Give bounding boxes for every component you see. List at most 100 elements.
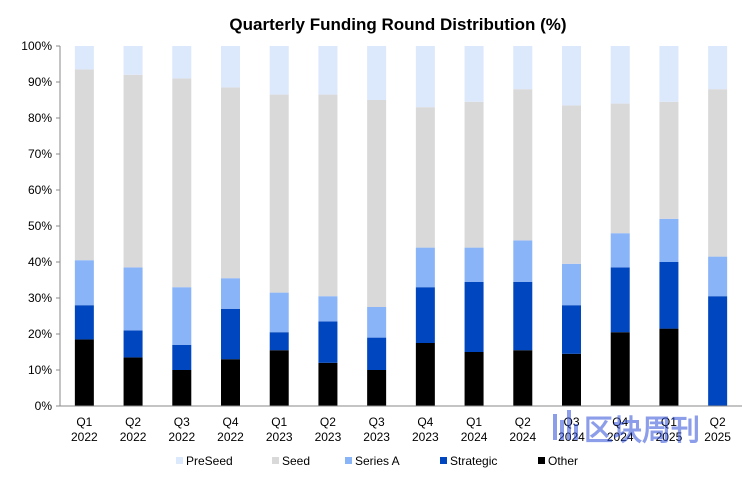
bar-segment-seed bbox=[415, 107, 435, 248]
bar-segment-other bbox=[415, 343, 435, 406]
legend-item-series-a: Series A bbox=[345, 454, 400, 468]
bar-segment-seed bbox=[172, 78, 192, 288]
bar-segment-preseed bbox=[123, 46, 143, 75]
bar-segment-strategic bbox=[221, 308, 240, 360]
y-tick-label: 0% bbox=[35, 399, 53, 413]
y-tick-label: 30% bbox=[28, 291, 52, 305]
bar-segment-series-a bbox=[610, 233, 630, 268]
bar-segment-strategic bbox=[610, 267, 630, 333]
legend-label: Other bbox=[548, 454, 578, 468]
bar-segment-other bbox=[562, 353, 581, 406]
x-tick-label-year: 2024 bbox=[461, 430, 488, 444]
bar-segment-strategic bbox=[74, 305, 94, 340]
y-tick-label: 40% bbox=[28, 255, 52, 269]
bar-stack bbox=[367, 46, 387, 406]
bar-segment-preseed bbox=[610, 46, 630, 104]
x-tick-label-year: 2024 bbox=[607, 430, 634, 444]
bar-segment-strategic bbox=[708, 296, 728, 406]
bar-segment-other bbox=[269, 350, 289, 406]
bar-stack bbox=[415, 46, 435, 406]
bar-segment-other bbox=[74, 339, 94, 406]
bar-segment-seed bbox=[562, 105, 581, 264]
bar-stack bbox=[562, 46, 581, 406]
legend-label: Series A bbox=[355, 454, 400, 468]
bar-segment-series-a bbox=[464, 247, 484, 282]
x-tick-label-year: 2025 bbox=[704, 430, 731, 444]
legend-item-seed: Seed bbox=[272, 454, 310, 468]
x-tick-label-quarter: Q1 bbox=[271, 415, 287, 429]
x-tick-label-year: 2022 bbox=[217, 430, 244, 444]
bar-segment-seed bbox=[464, 101, 484, 248]
legend: PreSeed Seed Series A Strategic Other bbox=[176, 454, 578, 468]
bar-segment-preseed bbox=[659, 46, 679, 102]
bar-stack bbox=[269, 46, 289, 406]
x-tick-label-year: 2023 bbox=[315, 430, 342, 444]
bar-segment-other bbox=[610, 332, 630, 406]
x-tick-label-year: 2023 bbox=[266, 430, 293, 444]
bar-segment-strategic bbox=[123, 330, 143, 358]
legend-label: Strategic bbox=[450, 454, 497, 468]
y-tick-label: 70% bbox=[28, 147, 52, 161]
bar-segment-seed bbox=[708, 89, 728, 257]
bar-segment-strategic bbox=[659, 262, 679, 329]
bar-segment-strategic bbox=[415, 287, 435, 343]
bar-segment-other bbox=[172, 370, 192, 406]
bar-segment-other bbox=[513, 350, 533, 406]
x-tick-label-quarter: Q4 bbox=[612, 415, 628, 429]
bar-segment-seed bbox=[74, 69, 94, 261]
x-tick-label-year: 2022 bbox=[120, 430, 147, 444]
bar-segment-other bbox=[123, 357, 143, 406]
y-axis: 0% 10% 20% 30% 40% 50% 60% 70% 80% 90% 100% bbox=[21, 39, 61, 413]
bar-stack bbox=[74, 46, 94, 406]
x-tick-label-year: 2024 bbox=[509, 430, 536, 444]
bar-segment-seed bbox=[269, 94, 289, 293]
bar-segment-seed bbox=[221, 87, 240, 279]
bar-segment-preseed bbox=[221, 46, 240, 88]
bar-stack bbox=[464, 46, 484, 406]
bar-segment-strategic bbox=[172, 344, 192, 370]
x-tick-label-year: 2024 bbox=[558, 430, 585, 444]
x-tick-label-quarter: Q2 bbox=[515, 415, 531, 429]
legend-label: Seed bbox=[282, 454, 310, 468]
legend-item-other: Other bbox=[538, 454, 578, 468]
bar-segment-series-a bbox=[415, 247, 435, 288]
legend-swatch bbox=[272, 457, 279, 464]
bar-segment-series-a bbox=[318, 296, 338, 322]
legend-swatch bbox=[440, 457, 447, 464]
legend-item-strategic: Strategic bbox=[440, 454, 497, 468]
x-tick-label-quarter: Q1 bbox=[76, 415, 92, 429]
bar-stack bbox=[318, 46, 338, 406]
bar-stack bbox=[708, 46, 728, 406]
bar-segment-other bbox=[367, 370, 387, 406]
legend-item-preseed: PreSeed bbox=[176, 454, 233, 468]
bar-segment-strategic bbox=[562, 305, 581, 354]
y-tick-label: 50% bbox=[28, 219, 52, 233]
x-tick-label-quarter: Q2 bbox=[320, 415, 336, 429]
legend-swatch bbox=[538, 457, 545, 464]
bar-segment-seed bbox=[659, 101, 679, 219]
bar-segment-other bbox=[464, 352, 484, 406]
bar-segment-strategic bbox=[513, 281, 533, 351]
bar-segment-seed bbox=[367, 100, 387, 307]
bar-segment-series-a bbox=[172, 287, 192, 345]
x-tick-label-quarter: Q3 bbox=[174, 415, 190, 429]
bar-segment-series-a bbox=[513, 240, 533, 282]
bar-segment-preseed bbox=[269, 46, 289, 95]
legend-swatch bbox=[176, 457, 183, 464]
bar-stack bbox=[610, 46, 630, 406]
watermark: 区块周刊 bbox=[553, 410, 700, 447]
y-tick-label: 100% bbox=[21, 39, 52, 53]
bar-segment-series-a bbox=[367, 307, 387, 338]
x-tick-label-year: 2022 bbox=[168, 430, 195, 444]
bar-segment-strategic bbox=[318, 321, 338, 363]
bar-segment-seed bbox=[610, 103, 630, 234]
y-tick-label: 90% bbox=[28, 75, 52, 89]
x-tick-label-quarter: Q1 bbox=[466, 415, 482, 429]
bar-segment-preseed bbox=[415, 46, 435, 108]
y-tick-label: 80% bbox=[28, 111, 52, 125]
bar-segment-preseed bbox=[367, 46, 387, 100]
bar-segment-preseed bbox=[74, 46, 94, 70]
bar-segment-preseed bbox=[464, 46, 484, 102]
bar-stack bbox=[172, 46, 192, 406]
bar-segment-seed bbox=[123, 74, 143, 268]
